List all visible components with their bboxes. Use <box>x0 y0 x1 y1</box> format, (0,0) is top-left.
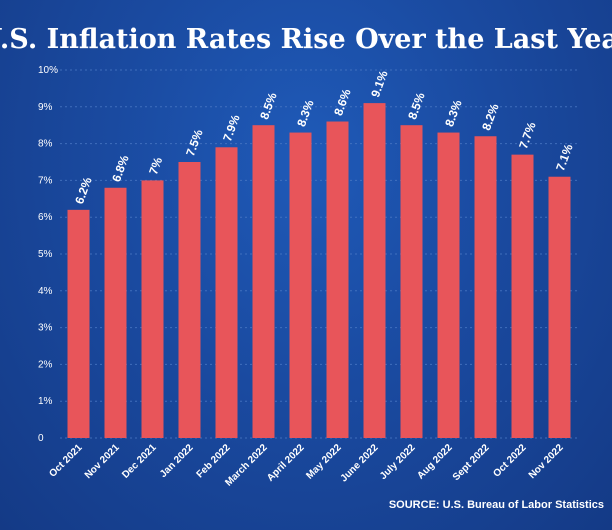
x-tick-label: Oct 2021 <box>47 442 85 480</box>
bar <box>215 147 238 438</box>
x-tick-label: Nov 2022 <box>527 442 566 481</box>
y-tick-label: 0 <box>38 433 44 444</box>
y-tick-label: 5% <box>38 249 53 260</box>
data-label: 9.1% <box>368 68 391 99</box>
data-label: 7% <box>146 155 165 176</box>
bar <box>548 176 571 438</box>
x-tick-label: July 2022 <box>378 442 418 482</box>
x-tick-label: April 2022 <box>265 442 307 484</box>
bar <box>289 132 312 438</box>
x-tick-label: Jan 2022 <box>158 442 196 480</box>
data-label: 7.5% <box>183 127 206 158</box>
source-note: SOURCE: U.S. Bureau of Labor Statistics <box>389 499 604 511</box>
x-tick-label: May 2022 <box>304 442 344 482</box>
data-label: 7.7% <box>516 120 539 151</box>
data-label: 6.2% <box>72 175 95 206</box>
data-label: 8.5% <box>405 90 428 121</box>
x-tick-label: Sept 2022 <box>451 442 492 483</box>
x-tick-label: Feb 2022 <box>195 442 233 480</box>
data-label: 8.3% <box>442 98 465 129</box>
bars: 6.2% 6.8% 7% 7.5% 7.9% 8.5% 8.3% 8.6% 9.1% 8.5% 8.… <box>67 68 576 439</box>
bar <box>326 121 349 439</box>
bar <box>67 209 90 438</box>
y-tick-label: 9% <box>38 102 53 113</box>
bar <box>178 162 201 438</box>
y-tick-label: 1% <box>38 396 53 407</box>
data-label: 8.6% <box>331 87 354 118</box>
data-label: 7.1% <box>553 142 576 173</box>
y-tick-label: 10% <box>38 65 58 76</box>
bar <box>474 136 497 439</box>
data-label: 8.3% <box>294 98 317 129</box>
data-label: 8.5% <box>257 90 280 121</box>
y-tick-label: 7% <box>38 175 53 186</box>
x-tick-label: Oct 2022 <box>491 442 529 480</box>
data-label: 6.8% <box>109 153 132 184</box>
x-tick-label: Aug 2022 <box>415 442 455 482</box>
y-tick-label: 3% <box>38 323 53 334</box>
bar <box>104 187 127 438</box>
data-label: 7.9% <box>220 113 243 144</box>
bar <box>363 103 386 439</box>
x-tick-label: Dec 2021 <box>120 442 159 481</box>
x-tick-label: June 2022 <box>339 442 381 484</box>
chart-title: U.S. Inflation Rates Rise Over the Last … <box>0 24 612 55</box>
y-tick-label: 2% <box>38 359 53 370</box>
y-tick-label: 8% <box>38 139 53 150</box>
bar <box>141 180 164 438</box>
y-tick-label: 4% <box>38 286 53 297</box>
bar <box>252 125 275 438</box>
y-tick-label: 6% <box>38 212 53 223</box>
bar <box>400 125 423 438</box>
bar <box>437 132 460 438</box>
x-tick-label: Nov 2021 <box>83 442 122 481</box>
data-label: 8.2% <box>479 101 502 132</box>
bar <box>511 154 534 438</box>
grid-lines <box>60 69 578 439</box>
y-axis: 0 1% 2% 3% 4% 5% 6% 7% 8% 9% 10% <box>38 65 58 444</box>
